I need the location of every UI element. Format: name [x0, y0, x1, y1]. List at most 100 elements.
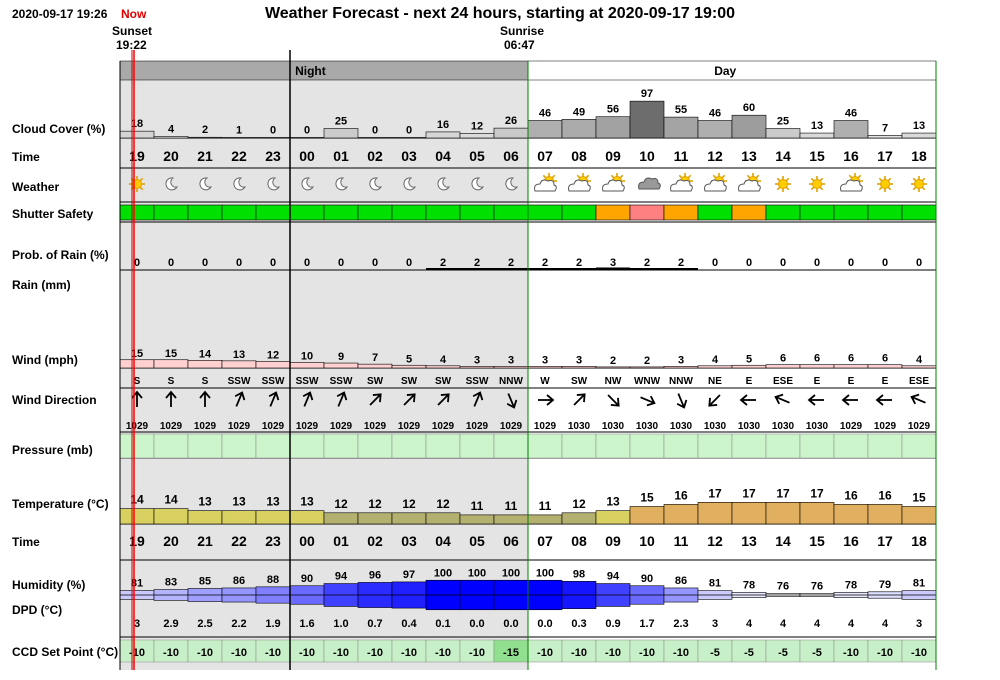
- dpd-value: 0.4: [401, 618, 417, 630]
- wind-direction-label: S: [134, 376, 141, 387]
- wind-arrow: [807, 394, 824, 406]
- pressure-value: 1029: [874, 421, 897, 432]
- wind-arrow-head: [875, 394, 884, 406]
- wind-arrow-shaft: [607, 394, 619, 406]
- hour-label-2: 11: [674, 533, 689, 549]
- row-label-pressure: Pressure (mb): [12, 443, 93, 457]
- wind-bar: [595, 366, 631, 369]
- temperature-bar: [187, 510, 223, 525]
- temperature-bar: [867, 504, 903, 525]
- hour-label-2: 20: [163, 533, 179, 549]
- shutter-cell: [697, 204, 733, 221]
- wind-arrow-shaft: [437, 394, 449, 406]
- wind-arrow-head: [234, 391, 246, 401]
- sunset-time: 19:22: [116, 38, 147, 52]
- wind-direction-label: E: [848, 376, 855, 387]
- pressure-value: 1030: [568, 421, 591, 432]
- temperature-value: 12: [368, 497, 382, 511]
- temperature-value: 16: [844, 488, 858, 502]
- background-layer: [119, 60, 937, 670]
- temperature-bar: [731, 501, 767, 525]
- shutter-cell: [153, 204, 189, 221]
- hour-label: 05: [469, 148, 485, 164]
- cloud-bar: [629, 100, 665, 139]
- wind-direction-label: ESE: [909, 376, 929, 387]
- cloud-value: 0: [304, 125, 310, 137]
- sunset-label: Sunset: [112, 24, 153, 38]
- row-label-cloud: Cloud Cover (%): [12, 122, 105, 136]
- humidity-value: 88: [267, 574, 279, 586]
- temperature-bar: [357, 512, 393, 525]
- ccd-value: -10: [843, 647, 859, 659]
- pressure-value: 1029: [228, 421, 251, 432]
- rain-prob-value: 0: [780, 257, 786, 269]
- moon-shape: [233, 177, 247, 191]
- hour-label-2: 10: [639, 533, 655, 549]
- cloud-bar: [289, 137, 325, 139]
- temperature-value: 17: [708, 486, 722, 500]
- shutter-cell: [493, 204, 529, 221]
- wind-arrow: [165, 390, 177, 407]
- rain-prob-value: 0: [338, 257, 344, 269]
- dpd-value: 0.1: [435, 618, 450, 630]
- wind-direction-label: E: [746, 376, 753, 387]
- temperature-value: 12: [436, 497, 450, 511]
- pressure-value: 1029: [500, 421, 523, 432]
- sun-icon: [809, 176, 825, 192]
- shutter-cell: [221, 204, 257, 221]
- hour-label-2: 15: [809, 533, 825, 549]
- hour-label: 04: [435, 148, 451, 164]
- shutter-cell: [527, 204, 563, 221]
- pressure-value: 1029: [364, 421, 387, 432]
- partly-cloudy-day-icon: [840, 173, 863, 192]
- cloud-bar: [561, 119, 597, 139]
- cloud-bar: [153, 136, 189, 139]
- pressure-value: 1029: [262, 421, 285, 432]
- ccd-value: -10: [877, 647, 893, 659]
- humidity-value: 100: [536, 567, 554, 579]
- moon-icon: [301, 177, 315, 191]
- wind-arrow: [573, 393, 586, 406]
- temperature-value: 13: [198, 495, 212, 509]
- pressure-value: 1030: [738, 421, 761, 432]
- dpd-value: 0.0: [503, 618, 518, 630]
- cloud-bar: [221, 137, 257, 139]
- temperature-bar: [391, 512, 427, 525]
- wind-value: 3: [542, 354, 548, 366]
- shutter-cell: [731, 204, 767, 221]
- temperature-bar: [425, 512, 461, 525]
- hour-label-2: 02: [367, 533, 383, 549]
- rain-prob-value: 2: [678, 257, 684, 269]
- wind-arrow-shaft: [573, 394, 585, 406]
- hour-label-2: 16: [843, 533, 859, 549]
- humidity-value: 76: [811, 580, 823, 592]
- sun-core: [812, 179, 822, 189]
- cloud-shape: [534, 179, 557, 192]
- wind-arrow: [607, 394, 620, 407]
- wind-arrow-shaft: [776, 396, 790, 404]
- cloud-value: 46: [709, 108, 721, 120]
- hour-label: 11: [674, 148, 689, 164]
- dpd-value: 3: [134, 618, 140, 630]
- pressure-cell: [289, 433, 325, 459]
- hour-label-2: 00: [299, 533, 315, 549]
- cloud-bar: [799, 132, 835, 139]
- cloud-bar: [527, 120, 563, 139]
- wind-direction-label: NNW: [669, 376, 693, 387]
- humidity-value: 81: [131, 578, 143, 590]
- dpd-value: 1.9: [265, 618, 280, 630]
- cloud-value: 46: [845, 108, 857, 120]
- pressure-value: 1029: [908, 421, 931, 432]
- wind-arrow: [774, 393, 790, 405]
- rain-prob-value: 0: [814, 257, 820, 269]
- header-datetime: 2020-09-17 19:26: [12, 7, 108, 21]
- cloud-value: 97: [641, 88, 653, 100]
- hour-label: 15: [809, 148, 825, 164]
- shutter-cell: [595, 204, 631, 221]
- ccd-value: -10: [401, 647, 417, 659]
- wind-arrow: [739, 394, 756, 406]
- pressure-cell: [119, 433, 155, 459]
- humidity-value: 86: [233, 575, 245, 587]
- cloud-value: 26: [505, 115, 517, 127]
- cloud-bar: [867, 135, 903, 139]
